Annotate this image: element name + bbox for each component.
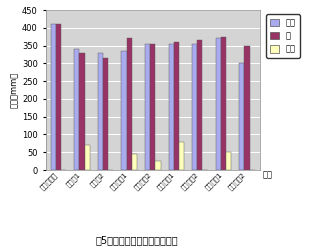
Bar — [155, 161, 161, 170]
Bar — [122, 51, 126, 170]
Bar — [239, 63, 244, 170]
Bar — [56, 24, 61, 170]
Bar — [216, 38, 221, 170]
Text: 囵5　大型ＩＣタグの通信距離: 囵5 大型ＩＣタグの通信距離 — [95, 235, 178, 245]
Bar — [126, 38, 132, 170]
Text: 品目: 品目 — [262, 170, 272, 179]
Bar — [226, 152, 231, 170]
Bar — [51, 24, 56, 170]
Bar — [221, 37, 226, 170]
Bar — [192, 44, 197, 170]
Bar — [244, 46, 250, 170]
Bar — [84, 145, 90, 170]
Legend: 正面, 裏, 横面: 正面, 裏, 横面 — [266, 14, 300, 58]
Bar — [132, 154, 137, 170]
Bar — [98, 53, 103, 170]
Bar — [145, 44, 150, 170]
Bar — [169, 44, 174, 170]
Bar — [74, 49, 79, 170]
Bar — [150, 44, 155, 170]
Bar — [79, 53, 84, 170]
Bar — [174, 42, 179, 170]
Bar — [179, 142, 184, 170]
Bar — [197, 40, 202, 170]
Y-axis label: 距離（mm）: 距離（mm） — [10, 72, 19, 108]
Bar — [103, 58, 108, 170]
